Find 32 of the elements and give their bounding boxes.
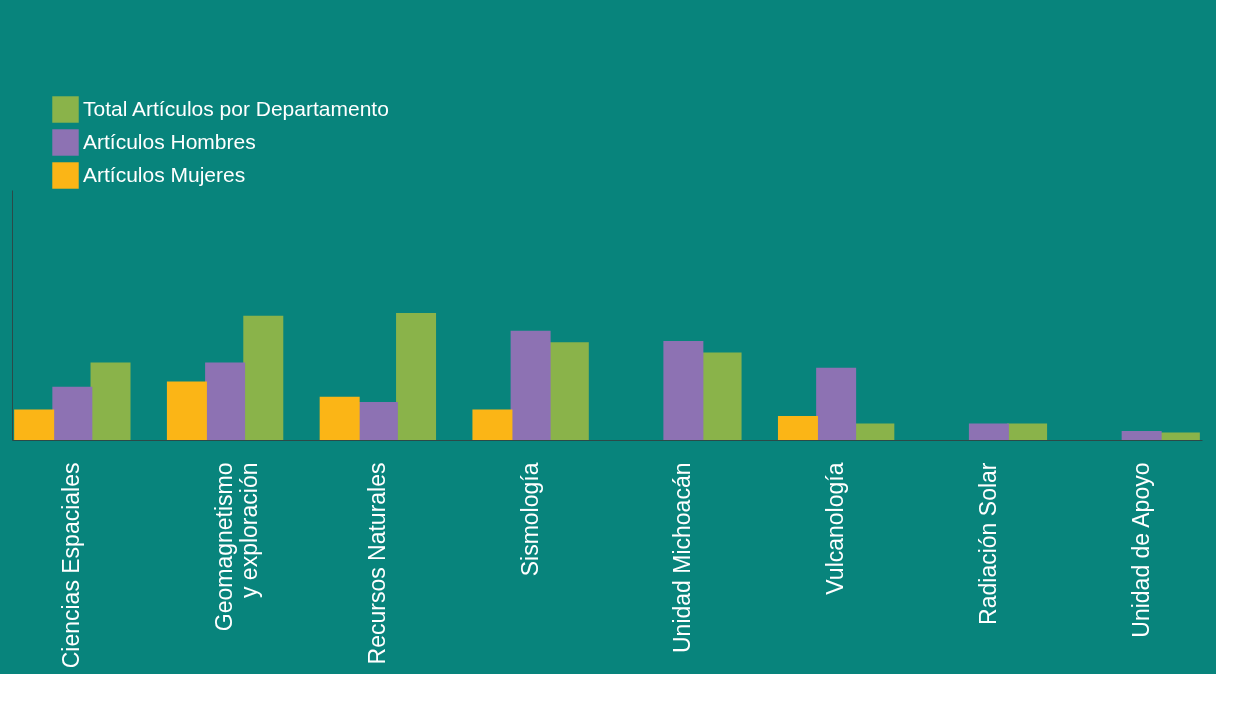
bar — [816, 367, 857, 440]
legend-label: Artículos Hombres — [83, 129, 256, 153]
bar — [854, 423, 895, 440]
x-tick-label: Unidad Michoacán — [669, 462, 696, 654]
bar — [357, 401, 398, 440]
bar — [1159, 432, 1200, 440]
bar — [166, 381, 207, 440]
bar — [319, 396, 360, 440]
bar — [510, 330, 551, 440]
x-tick-label: Vulcanología — [822, 462, 849, 595]
bar — [663, 341, 704, 440]
bar — [396, 313, 437, 440]
bar — [90, 362, 131, 440]
legend-label: Total Artículos por Departamento — [83, 96, 389, 120]
x-tick-label: Radiación Solar — [974, 462, 1001, 625]
x-tick-label: Unidad de Apoyo — [1127, 462, 1154, 638]
bar — [243, 315, 284, 440]
bar — [548, 342, 589, 440]
legend-label: Artículos Mujeres — [83, 162, 246, 186]
bar — [472, 409, 513, 440]
x-tick-label: Sismología — [516, 462, 543, 577]
bar — [52, 386, 93, 440]
x-tick-label: Recursos Naturales — [363, 462, 390, 665]
bar — [1007, 423, 1048, 440]
bar — [968, 423, 1009, 440]
bar — [777, 415, 818, 440]
x-tick-label: Ciencias Espaciales — [58, 462, 85, 669]
bar — [701, 352, 742, 440]
bar — [205, 362, 246, 440]
x-tick-label: Geomagnetismo y exploración — [211, 462, 263, 632]
bar — [1121, 431, 1162, 440]
bar — [14, 409, 55, 440]
